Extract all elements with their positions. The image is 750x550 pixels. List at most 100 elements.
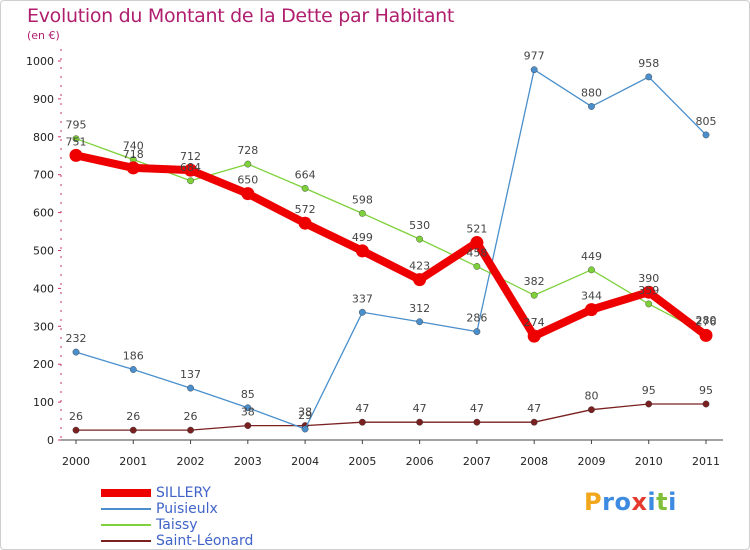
data-point-sillery <box>699 328 713 342</box>
data-label-saint-leonard: 47 <box>355 402 369 415</box>
data-label-sillery: 521 <box>466 223 487 236</box>
data-label-puisieulx: 29 <box>298 409 312 422</box>
data-label-sillery: 276 <box>696 315 717 328</box>
data-point-saint-leonard <box>416 418 424 426</box>
data-point-sillery <box>413 273 427 287</box>
series-line-sillery <box>72 151 710 341</box>
y-tick-label: 200 <box>33 358 54 371</box>
data-label-sillery: 344 <box>581 290 602 303</box>
data-label-puisieulx: 186 <box>123 350 144 363</box>
legend-label-taissy: Taissy <box>156 517 198 533</box>
data-point-sillery <box>584 303 598 317</box>
data-point-taissy <box>588 266 595 274</box>
y-tick-label: 400 <box>33 282 54 295</box>
data-point-puisieulx <box>473 328 481 336</box>
data-point-taissy <box>473 263 481 270</box>
x-tick-label: 2006 <box>406 455 434 468</box>
data-label-saint-leonard: 47 <box>527 402 541 415</box>
data-point-taissy <box>645 300 653 308</box>
data-label-puisieulx: 312 <box>409 302 430 315</box>
data-label-saint-leonard: 47 <box>413 402 427 415</box>
legend-label-sillery: SILLERY <box>156 485 211 501</box>
logo-letter: r <box>602 488 615 516</box>
legend-swatch-saint-leonard <box>101 540 151 542</box>
data-label-taissy: 280 <box>696 314 717 327</box>
y-tick-label: 600 <box>33 207 54 220</box>
y-tick-label: 900 <box>33 93 54 106</box>
logo-letter: P <box>584 488 603 516</box>
series-line-taissy <box>75 138 707 335</box>
data-label-sillery: 390 <box>638 272 659 285</box>
data-point-sillery <box>126 161 140 175</box>
data-point-sillery <box>355 244 369 258</box>
x-tick-label: 2010 <box>635 455 663 468</box>
data-label-sillery: 274 <box>524 316 545 329</box>
data-label-taissy: 449 <box>581 250 602 263</box>
data-point-sillery <box>298 216 312 230</box>
data-point-saint-leonard <box>473 418 481 426</box>
data-label-taissy: 684 <box>180 161 201 174</box>
data-label-saint-leonard: 95 <box>699 384 713 397</box>
data-point-puisieulx <box>416 318 424 326</box>
data-label-puisieulx: 880 <box>581 86 602 99</box>
proxiti-logo: Proxiti <box>584 488 677 516</box>
data-point-taissy <box>72 135 80 143</box>
data-label-taissy: 359 <box>638 284 659 297</box>
y-tick-label: 800 <box>33 131 54 144</box>
data-point-taissy <box>530 291 538 299</box>
data-label-saint-leonard: 26 <box>69 410 83 423</box>
data-label-puisieulx: 286 <box>466 312 487 325</box>
data-point-puisieulx <box>129 366 137 373</box>
data-label-saint-leonard: 38 <box>298 406 312 419</box>
data-point-puisieulx <box>301 425 309 433</box>
data-label-saint-leonard: 26 <box>126 410 140 423</box>
chart-title: Evolution du Montant de la Dette par Hab… <box>27 5 455 27</box>
y-tick-label: 500 <box>33 245 54 258</box>
data-point-saint-leonard <box>72 426 80 434</box>
data-point-saint-leonard <box>588 406 595 414</box>
data-label-puisieulx: 232 <box>66 332 87 345</box>
data-point-sillery <box>184 163 198 177</box>
data-point-saint-leonard <box>702 400 710 408</box>
data-point-sillery <box>69 148 83 162</box>
logo-letter: t <box>656 488 669 516</box>
logo-letter: x <box>631 488 648 516</box>
data-point-taissy <box>416 235 424 243</box>
y-tick-label: 700 <box>33 169 54 182</box>
data-point-saint-leonard <box>244 422 252 429</box>
data-label-taissy: 598 <box>352 193 373 206</box>
chart-subtitle: (en €) <box>27 29 60 42</box>
x-tick-label: 2000 <box>62 455 90 468</box>
data-label-puisieulx: 805 <box>696 115 717 128</box>
data-label-puisieulx: 85 <box>241 388 255 401</box>
data-point-saint-leonard <box>530 418 538 426</box>
data-point-saint-leonard <box>187 426 194 434</box>
data-label-puisieulx: 977 <box>524 50 545 63</box>
data-point-puisieulx <box>530 66 538 74</box>
data-label-taissy: 740 <box>123 140 144 153</box>
data-label-taissy: 458 <box>466 246 487 259</box>
data-label-saint-leonard: 26 <box>184 410 198 423</box>
data-label-sillery: 712 <box>180 150 201 163</box>
data-point-saint-leonard <box>358 418 366 426</box>
data-point-puisieulx <box>645 73 653 81</box>
logo-letter: i <box>647 488 657 516</box>
legend-swatch-puisieulx <box>101 508 151 510</box>
data-label-taissy: 728 <box>237 144 258 157</box>
data-point-taissy <box>358 209 366 217</box>
data-point-puisieulx <box>72 348 80 356</box>
data-label-puisieulx: 337 <box>352 292 373 305</box>
data-point-puisieulx <box>244 404 252 412</box>
legend-label-puisieulx: Puisieulx <box>156 501 218 517</box>
data-point-sillery <box>470 236 484 250</box>
data-label-taissy: 795 <box>66 119 87 132</box>
data-label-saint-leonard: 95 <box>642 384 656 397</box>
x-tick-label: 2003 <box>234 455 262 468</box>
data-label-sillery: 718 <box>123 148 144 161</box>
data-point-saint-leonard <box>645 400 653 408</box>
x-tick-label: 2007 <box>463 455 491 468</box>
data-label-sillery: 650 <box>237 174 258 187</box>
x-tick-label: 2011 <box>692 455 720 468</box>
data-point-sillery <box>241 187 255 201</box>
